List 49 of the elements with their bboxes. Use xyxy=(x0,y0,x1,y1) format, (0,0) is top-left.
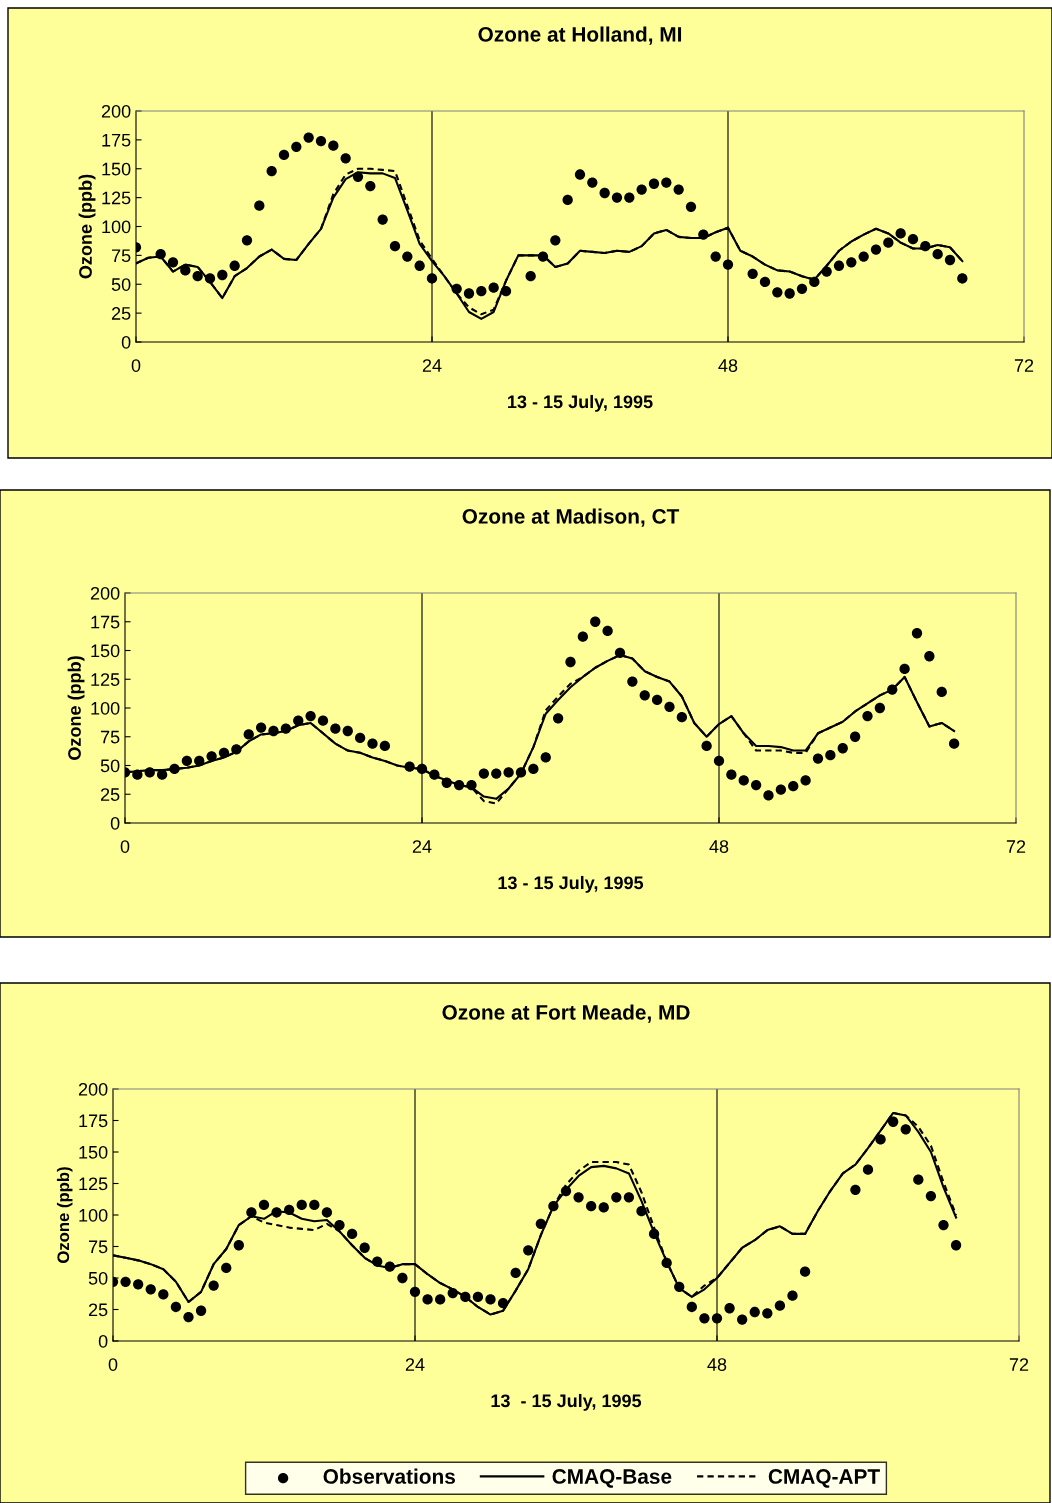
y-tick-label: 200 xyxy=(101,104,131,118)
y-tick-label: 25 xyxy=(88,1303,108,1317)
y-tick-label: 75 xyxy=(88,1240,108,1254)
x-tick-label: 0 xyxy=(131,359,141,372)
y-tick-label: 200 xyxy=(90,586,120,600)
y-tick-label: 125 xyxy=(79,1177,108,1191)
y-tick-label: 150 xyxy=(102,162,131,176)
y-axis-title: Ozone (ppb) xyxy=(56,1167,73,1263)
y-tick-label: 0 xyxy=(98,1334,108,1348)
y-tick-label: 175 xyxy=(79,1114,108,1128)
y-tick-label: 100 xyxy=(79,1208,108,1222)
x-tick-label: 48 xyxy=(718,359,738,372)
y-tick-label: 200 xyxy=(78,1082,108,1096)
x-axis-title: 13 - 15 July, 1995 xyxy=(498,875,644,893)
x-tick-label: 48 xyxy=(707,1358,727,1371)
y-tick-label: 50 xyxy=(100,759,120,773)
x-tick-label: 72 xyxy=(1006,840,1026,853)
y-tick-label: 0 xyxy=(121,335,131,349)
y-tick-label: 25 xyxy=(100,788,120,801)
chart-title: Ozone at Madison, CT xyxy=(462,508,680,527)
x-tick-label: 72 xyxy=(1014,359,1034,372)
y-tick-label: 0 xyxy=(110,816,120,830)
legend-label: Observations xyxy=(323,1468,455,1484)
legend-label: CMAQ-Base xyxy=(552,1469,672,1488)
y-tick-label: 75 xyxy=(100,730,120,744)
x-tick-label: 72 xyxy=(1009,1358,1029,1371)
y-axis-title: Ozone (ppb) xyxy=(67,656,85,760)
y-tick-label: 175 xyxy=(91,615,120,629)
y-tick-label: 150 xyxy=(79,1145,108,1159)
y-tick-label: 25 xyxy=(111,307,131,320)
x-axis-title: 13 - 15 July, 1995 xyxy=(508,394,653,412)
y-tick-label: 125 xyxy=(102,191,131,205)
y-tick-label: 125 xyxy=(91,673,120,686)
chart-title: Ozone at Holland, MI xyxy=(478,26,682,45)
x-tick-label: 48 xyxy=(709,840,729,853)
x-tick-label: 24 xyxy=(422,359,442,372)
legend-label: CMAQ-APT xyxy=(768,1469,880,1488)
y-tick-label: 150 xyxy=(91,644,120,658)
x-tick-label: 24 xyxy=(405,1358,425,1371)
y-tick-label: 50 xyxy=(88,1271,108,1285)
y-axis-title: Ozone (ppb) xyxy=(78,174,96,279)
y-tick-label: 75 xyxy=(111,249,131,263)
y-tick-label: 175 xyxy=(102,134,131,147)
y-tick-label: 50 xyxy=(111,278,131,291)
chart-title: Ozone at Fort Meade, MD xyxy=(442,1004,690,1023)
x-tick-label: 24 xyxy=(412,840,432,853)
x-axis-title: 13 - 15 July, 1995 xyxy=(491,1393,642,1411)
y-tick-label: 100 xyxy=(102,220,131,234)
y-tick-label: 100 xyxy=(91,701,120,715)
